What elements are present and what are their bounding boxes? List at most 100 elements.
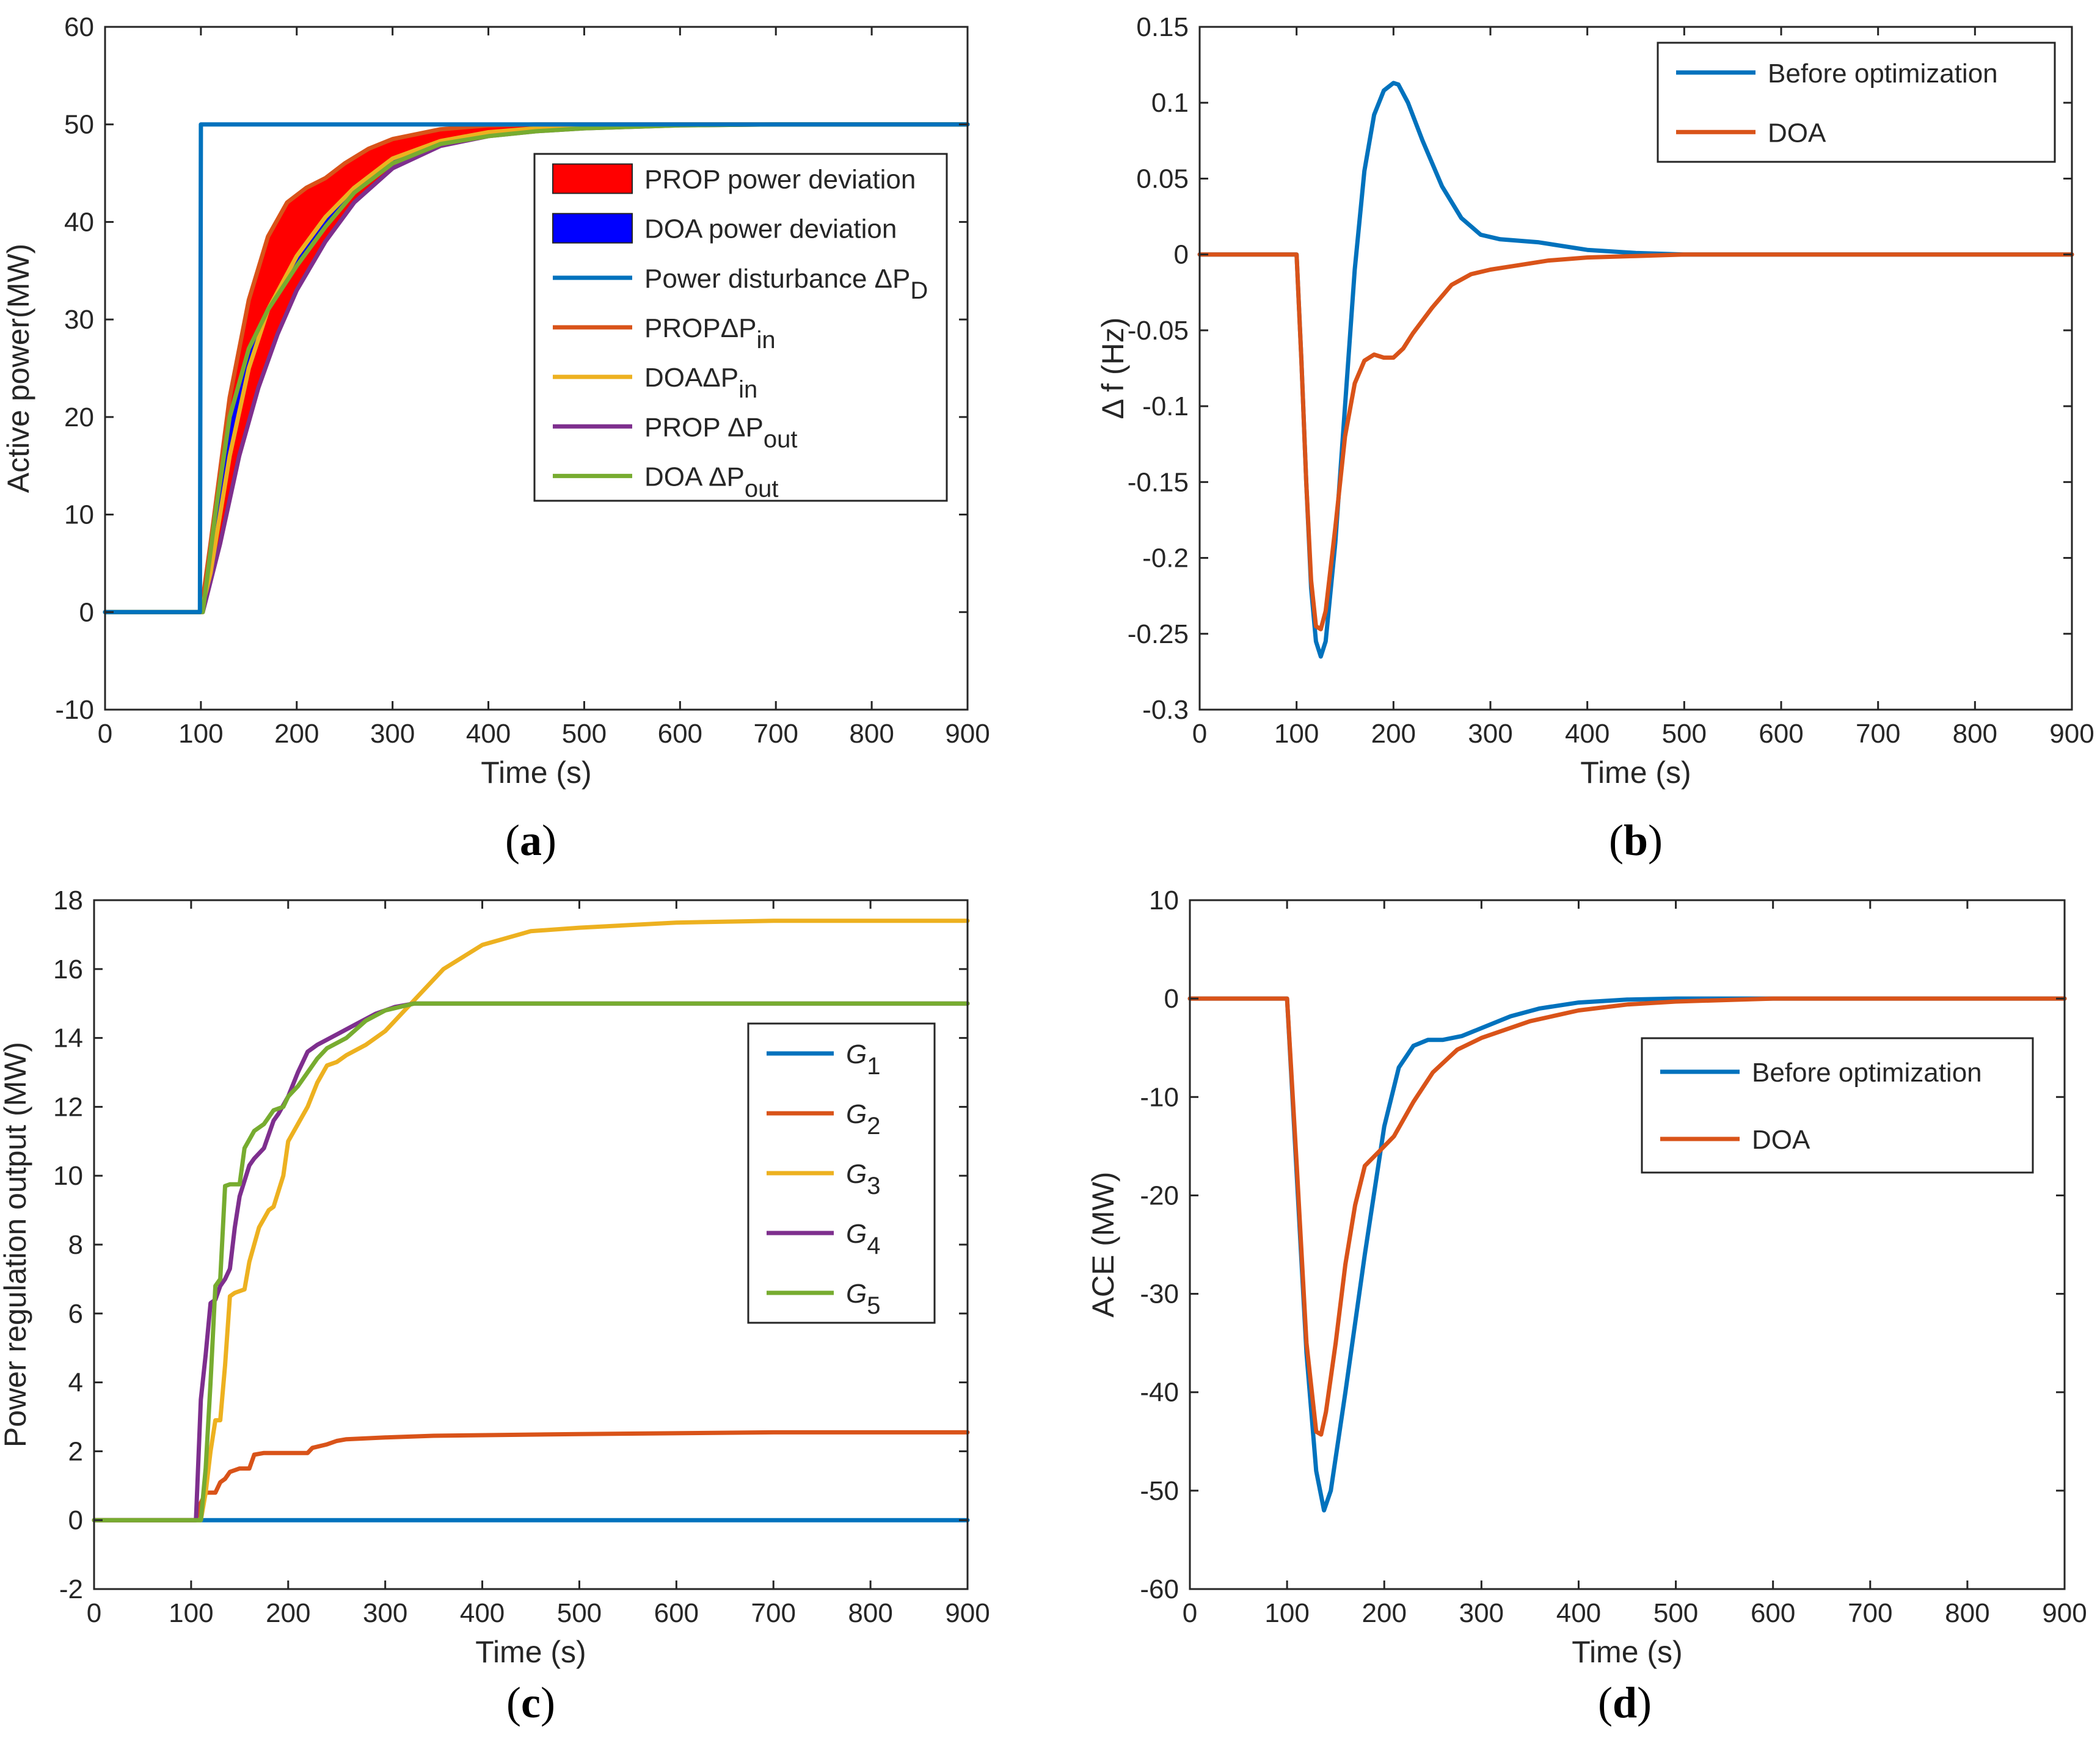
x-tick-label: 700 xyxy=(751,1598,796,1628)
legend-label: G3 xyxy=(846,1159,880,1199)
series-line-doa xyxy=(1197,252,2074,631)
series-line-g4 xyxy=(92,1001,970,1522)
panel-caption: (b) xyxy=(1609,816,1663,865)
axes-box xyxy=(104,26,969,711)
plot-area xyxy=(1190,900,2065,1589)
legend-entry: PROPΔPin xyxy=(553,313,776,354)
x-axis-label: Time (s) xyxy=(475,1635,586,1669)
y-axis-label: ACE (MW) xyxy=(1086,1172,1120,1318)
y-tick-label: -0.1 xyxy=(1142,391,1189,421)
x-tick-label: 500 xyxy=(562,719,607,749)
legend-label: G5 xyxy=(846,1279,880,1319)
x-tick-label: 0 xyxy=(1192,719,1207,749)
y-axis-label: Active power(MW) xyxy=(1,244,35,493)
y-tick-label: -0.3 xyxy=(1142,695,1189,725)
y-tick-label: 40 xyxy=(64,207,94,237)
x-tick-label: 100 xyxy=(1274,719,1319,749)
legend-label: DOA xyxy=(1768,118,1826,148)
panel-caption: (a) xyxy=(505,816,556,865)
x-tick-label: 200 xyxy=(274,719,319,749)
x-tick-label: 400 xyxy=(466,719,511,749)
x-tick-label: 100 xyxy=(178,719,223,749)
legend-box xyxy=(1641,1037,2034,1174)
y-tick-label: 0.1 xyxy=(1151,88,1189,118)
panel-c: 0 100 200 300 400 500 600 700 800 900-20246810121… xyxy=(0,886,990,1727)
axes-box xyxy=(1198,26,2073,711)
x-tick-label: 500 xyxy=(557,1598,602,1628)
x-tick-label: 900 xyxy=(945,719,990,749)
x-tick-label: 0 xyxy=(98,719,112,749)
x-tick-label: 600 xyxy=(1751,1598,1795,1628)
x-tick-label: 600 xyxy=(1759,719,1803,749)
x-tick-label: 300 xyxy=(363,1598,407,1628)
x-tick-label: 900 xyxy=(2049,719,2094,749)
y-tick-label: 0 xyxy=(79,597,94,627)
x-tick-label: 800 xyxy=(1945,1598,1989,1628)
legend-entry: DOA xyxy=(1660,1125,1810,1155)
legend-label: G4 xyxy=(846,1219,880,1259)
legend-entry: G2 xyxy=(767,1099,880,1140)
x-tick-label: 100 xyxy=(169,1598,213,1628)
y-tick-label: 0.15 xyxy=(1136,12,1189,42)
x-tick-label: 200 xyxy=(1362,1598,1407,1628)
legend-entry: G5 xyxy=(767,1279,880,1319)
legend: Before optimization DOA xyxy=(1657,42,2056,163)
x-tick-label: 500 xyxy=(1662,719,1707,749)
legend-label: PROP ΔPout xyxy=(644,412,797,453)
x-tick-label: 900 xyxy=(2042,1598,2087,1628)
y-tick-label: 14 xyxy=(53,1024,83,1053)
legend-entry: G4 xyxy=(767,1219,880,1259)
legend: Before optimization DOA xyxy=(1641,1037,2034,1174)
y-tick-label: 0 xyxy=(1174,240,1189,270)
legend-entry: DOA power deviation xyxy=(552,213,897,244)
series-line-g5 xyxy=(92,1001,970,1522)
legend-box xyxy=(1657,42,2056,163)
x-tick-label: 300 xyxy=(1459,1598,1504,1628)
y-tick-label: -0.2 xyxy=(1142,544,1189,573)
y-tick-label: 0 xyxy=(1164,984,1179,1014)
x-tick-label: 200 xyxy=(1371,719,1416,749)
x-tick-label: 700 xyxy=(754,719,798,749)
x-tick-label: 400 xyxy=(1565,719,1610,749)
x-tick-label: 0 xyxy=(1183,1598,1197,1628)
series-line-doa xyxy=(1187,996,2067,1437)
y-tick-label: 30 xyxy=(64,305,94,335)
y-tick-label: 10 xyxy=(53,1161,83,1191)
x-tick-label: 700 xyxy=(1848,1598,1892,1628)
x-tick-label: 0 xyxy=(87,1598,101,1628)
x-tick-label: 900 xyxy=(945,1598,990,1628)
legend: PROP power deviation DOA power deviation P… xyxy=(533,153,948,502)
legend-entry: Before optimization xyxy=(1660,1058,1982,1088)
y-tick-label: 20 xyxy=(64,402,94,432)
y-tick-label: 8 xyxy=(68,1230,83,1260)
y-tick-label: -40 xyxy=(1140,1378,1179,1408)
panel-d: 0 100 200 300 400 500 600 700 800 900-60-50-40-30… xyxy=(1086,886,2087,1727)
y-tick-label: -2 xyxy=(59,1574,83,1604)
y-tick-label: 60 xyxy=(64,12,94,42)
y-tick-label: 0 xyxy=(68,1505,83,1535)
y-tick-label: -0.05 xyxy=(1128,316,1189,346)
series-line-before xyxy=(1187,996,2067,1513)
legend-swatch xyxy=(552,213,633,244)
series-line-g2 xyxy=(92,1430,970,1522)
x-tick-label: 800 xyxy=(849,719,894,749)
y-tick-label: 6 xyxy=(68,1299,83,1329)
y-tick-label: 18 xyxy=(53,886,83,915)
legend-label: PROP power deviation xyxy=(644,165,916,195)
y-tick-label: 50 xyxy=(64,110,94,140)
legend-entry: G3 xyxy=(767,1159,880,1199)
legend-label: G1 xyxy=(846,1039,880,1080)
y-tick-label: -20 xyxy=(1140,1180,1179,1210)
y-tick-label: -10 xyxy=(1140,1082,1179,1112)
axes-box xyxy=(1189,899,2066,1590)
y-tick-label: 16 xyxy=(53,955,83,984)
legend-label: Before optimization xyxy=(1768,59,1998,89)
legend-entry: Power disturbance ΔPD xyxy=(553,264,928,304)
legend-label: DOA ΔPout xyxy=(644,462,779,502)
series-line-doa_out xyxy=(103,122,970,614)
x-tick-label: 500 xyxy=(1653,1598,1698,1628)
y-tick-label: -50 xyxy=(1140,1476,1179,1506)
panel-caption: (c) xyxy=(506,1678,555,1727)
legend-label: Power disturbance ΔPD xyxy=(644,264,928,304)
